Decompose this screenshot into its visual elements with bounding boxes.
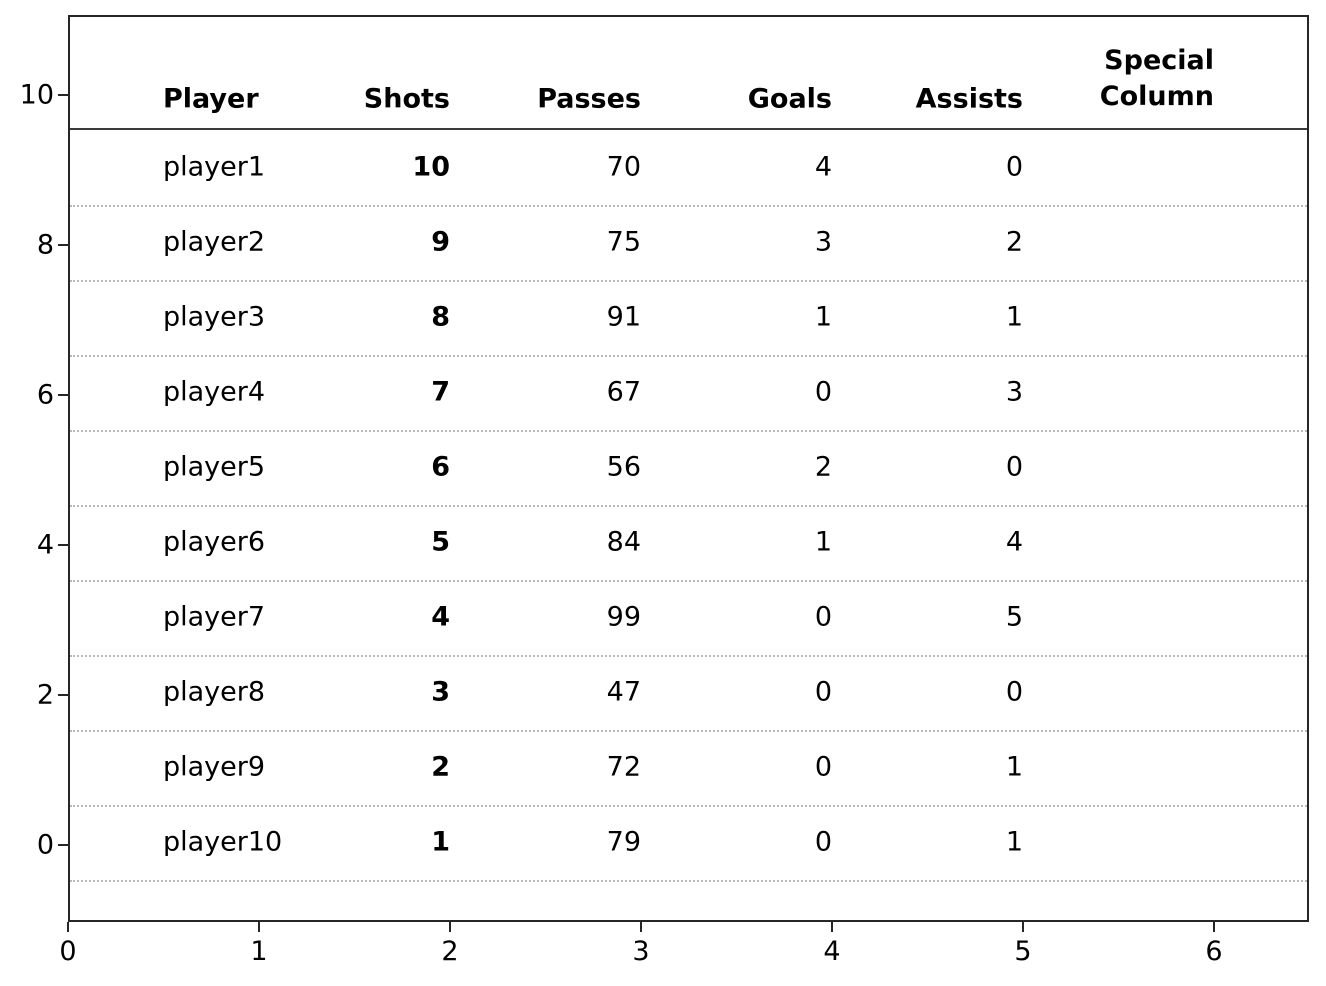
shots-value: 4 (431, 601, 450, 633)
y-tick-mark (58, 544, 68, 546)
x-tick-mark (831, 922, 833, 932)
x-tick-label: 0 (59, 936, 77, 967)
x-tick-label: 4 (823, 936, 841, 967)
shots-value: 1 (431, 826, 450, 858)
x-tick-mark (1022, 922, 1024, 932)
shots-value: 7 (431, 376, 450, 408)
player-name: player4 (163, 376, 266, 408)
x-tick-label: 6 (1205, 936, 1223, 967)
goals-value: 2 (814, 451, 832, 483)
assists-value: 0 (1005, 676, 1023, 708)
row-separator (70, 880, 1307, 882)
passes-value: 70 (606, 151, 641, 183)
y-tick-mark (58, 394, 68, 396)
shots-value: 8 (431, 301, 450, 333)
player-name: player1 (163, 151, 266, 183)
goals-value: 1 (814, 301, 832, 333)
goals-value: 0 (814, 676, 832, 708)
passes-value: 75 (606, 226, 641, 258)
passes-value: 79 (606, 826, 641, 858)
row-separator (70, 730, 1307, 732)
column-header-special: Special Column (1099, 45, 1214, 112)
player-name: player7 (163, 601, 266, 633)
goals-value: 3 (814, 226, 832, 258)
header-rule (70, 128, 1307, 130)
player-name: player2 (163, 226, 266, 258)
passes-value: 56 (606, 451, 641, 483)
assists-value: 1 (1005, 826, 1023, 858)
player-name: player8 (163, 676, 266, 708)
player-name: player3 (163, 301, 266, 333)
y-tick-label: 2 (36, 679, 54, 711)
assists-value: 2 (1005, 226, 1023, 258)
shots-value: 10 (412, 151, 450, 183)
y-tick-label: 4 (36, 529, 54, 561)
passes-value: 67 (606, 376, 641, 408)
row-separator (70, 355, 1307, 357)
y-tick-label: 8 (36, 229, 54, 261)
passes-value: 99 (606, 601, 641, 633)
column-header-passes: Passes (537, 83, 641, 115)
y-tick-label: 6 (36, 379, 54, 411)
passes-value: 84 (606, 526, 641, 558)
assists-value: 0 (1005, 151, 1023, 183)
goals-value: 0 (814, 376, 832, 408)
assists-value: 1 (1005, 301, 1023, 333)
shots-value: 3 (431, 676, 450, 708)
goals-value: 0 (814, 751, 832, 783)
x-tick-label: 3 (632, 936, 650, 967)
player-name: player5 (163, 451, 266, 483)
x-tick-mark (67, 922, 69, 932)
goals-value: 0 (814, 826, 832, 858)
assists-value: 5 (1005, 601, 1023, 633)
player-name: player6 (163, 526, 266, 558)
y-tick-label: 10 (19, 79, 54, 111)
column-header-assists: Assists (915, 83, 1023, 115)
shots-value: 9 (431, 226, 450, 258)
assists-value: 3 (1005, 376, 1023, 408)
x-tick-mark (640, 922, 642, 932)
y-tick-mark (58, 94, 68, 96)
player-name: player10 (163, 826, 283, 858)
assists-value: 0 (1005, 451, 1023, 483)
column-header-goals: Goals (747, 83, 832, 115)
row-separator (70, 505, 1307, 507)
goals-value: 0 (814, 601, 832, 633)
row-separator (70, 655, 1307, 657)
x-tick-mark (449, 922, 451, 932)
row-separator (70, 580, 1307, 582)
y-tick-mark (58, 244, 68, 246)
y-tick-mark (58, 844, 68, 846)
shots-value: 5 (431, 526, 450, 558)
row-separator (70, 205, 1307, 207)
assists-value: 1 (1005, 751, 1023, 783)
column-header-player: Player (163, 83, 259, 115)
column-header-shots: Shots (363, 83, 450, 115)
row-separator (70, 280, 1307, 282)
passes-value: 72 (606, 751, 641, 783)
passes-value: 91 (606, 301, 641, 333)
plot-area: Player Shots Passes Goals Assists Specia… (68, 15, 1309, 922)
goals-value: 1 (814, 526, 832, 558)
x-tick-label: 1 (250, 936, 268, 967)
x-tick-mark (258, 922, 260, 932)
assists-value: 4 (1005, 526, 1023, 558)
y-tick-label: 0 (36, 829, 54, 861)
x-tick-mark (1213, 922, 1215, 932)
player-name: player9 (163, 751, 266, 783)
passes-value: 47 (606, 676, 641, 708)
y-tick-mark (58, 694, 68, 696)
row-separator (70, 430, 1307, 432)
row-separator (70, 805, 1307, 807)
x-tick-label: 5 (1014, 936, 1032, 967)
x-tick-label: 2 (441, 936, 459, 967)
shots-value: 2 (431, 751, 450, 783)
shots-value: 6 (431, 451, 450, 483)
goals-value: 4 (814, 151, 832, 183)
